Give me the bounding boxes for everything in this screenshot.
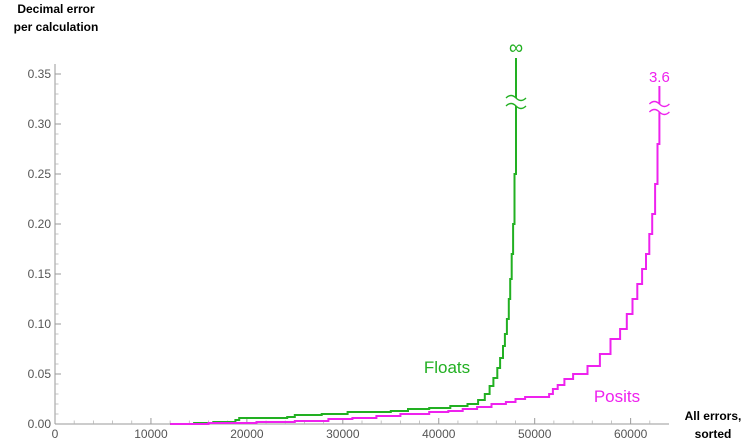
series-posits: 3.6 Posits [170,69,670,425]
series-label-floats: Floats [424,358,470,377]
axes: 0 10000 20000 30000 40000 50000 60000 0.00 0.05 0… [28,64,669,441]
y-tick-label: 0.10 [28,317,52,331]
axis-break-mark [648,108,670,116]
overflow-label-posits: 3.6 [649,69,670,86]
y-tick-label: 0.25 [28,167,52,181]
axis-break-mark [505,102,527,110]
y-tick-label: 0.20 [28,217,52,231]
y-axis-title: Decimal error per calculation [14,2,99,34]
y-tick-label: 0.05 [28,367,52,381]
series-label-posits: Posits [594,387,640,406]
axis-break-mark [505,94,527,102]
y-tick-label: 0.35 [28,67,52,81]
y-axis-title-line-2: per calculation [14,20,99,34]
y-axis-title-line-1: Decimal error [17,2,95,16]
x-axis-title: All errors, sorted [685,409,742,441]
series-line-floats [170,58,517,425]
x-axis-title-line-2: sorted [695,427,732,441]
x-tick-label: 30000 [326,427,360,441]
y-tick-label: 0.15 [28,267,52,281]
y-tick-label: 0.30 [28,117,52,131]
x-tick-label: 20000 [230,427,264,441]
series-floats: ∞ Floats [170,37,527,425]
x-axis-title-line-1: All errors, [685,409,742,423]
x-tick-label: 10000 [134,427,168,441]
y-tick-label: 0.00 [28,417,52,431]
x-tick-label: 40000 [422,427,456,441]
x-tick-label: 60000 [614,427,648,441]
overflow-label-floats: ∞ [509,37,523,59]
series-layer: ∞ Floats 3.6 Posits [170,37,670,425]
series-line-posits [170,86,661,425]
x-tick-label: 0 [52,427,59,441]
axis-break-mark [648,100,670,108]
x-tick-label: 50000 [518,427,552,441]
